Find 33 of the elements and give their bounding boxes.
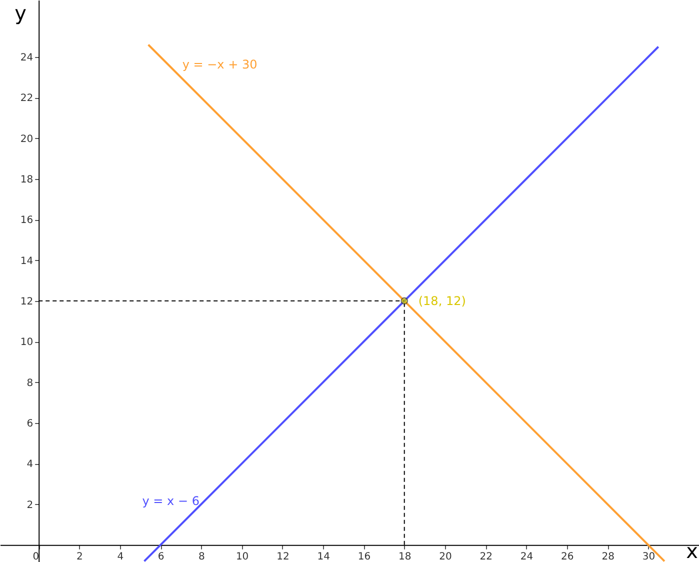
- x-tick-label: 0: [32, 551, 40, 562]
- x-tick-label: 24: [520, 551, 534, 562]
- x-tick-label: 30: [642, 551, 656, 562]
- y-tick-label: 24: [20, 52, 34, 64]
- x-tick-label: 20: [439, 551, 452, 562]
- y-tick-label: 18: [20, 174, 34, 186]
- x-tick-label: 28: [602, 551, 614, 562]
- x-axis-title: x: [686, 538, 698, 562]
- y-tick-label: 14: [20, 256, 34, 267]
- y-tick-label: 4: [26, 459, 34, 470]
- x-tick-label: 16: [358, 551, 371, 562]
- x-tick-label: 8: [198, 551, 205, 562]
- x-tick-label: 12: [276, 551, 290, 562]
- series-label: y = x − 6: [142, 494, 200, 508]
- x-tick-label: 22: [480, 551, 493, 562]
- y-tick-label: 12: [20, 296, 34, 308]
- y-tick-label: 22: [20, 93, 34, 104]
- y-tick-label: 10: [20, 337, 34, 348]
- y-tick-label: 20: [20, 134, 34, 145]
- x-tick-label: 6: [158, 551, 164, 562]
- y-tick-label: 8: [26, 378, 34, 389]
- series-label: y = −x + 30: [182, 58, 258, 72]
- x-tick-label: 4: [117, 551, 124, 562]
- y-axis-title: y: [14, 1, 27, 25]
- x-tick-label: 2: [76, 551, 83, 562]
- x-tick-label: 10: [236, 551, 249, 562]
- x-tick-label: 26: [561, 551, 574, 562]
- annotation: (18, 12): [418, 294, 466, 308]
- x-tick-label: 18: [398, 551, 412, 562]
- y-tick-label: 16: [20, 215, 34, 226]
- y-tick-label: 2: [26, 500, 34, 511]
- x-tick-label: 14: [317, 551, 330, 562]
- y-tick-label: 6: [26, 418, 34, 430]
